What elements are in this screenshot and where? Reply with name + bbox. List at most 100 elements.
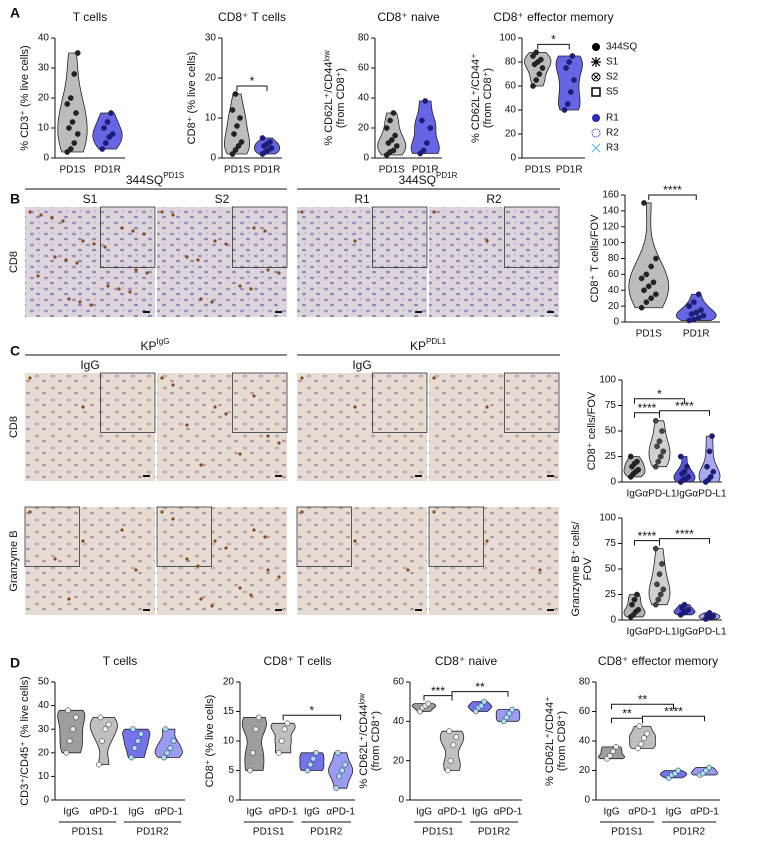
data-point <box>252 726 259 733</box>
y-axis-label: CD8⁺ T cells/FOV <box>589 214 601 303</box>
y-axis-label: (from CD8⁺) <box>482 68 494 128</box>
violin <box>410 100 440 154</box>
x-tick-label: IgG <box>676 489 692 500</box>
data-point <box>638 741 644 747</box>
data-point <box>660 586 667 593</box>
y-tick-label: 60 <box>393 677 405 688</box>
significance-label: * <box>250 74 255 88</box>
data-point <box>500 718 507 725</box>
data-point <box>643 271 650 278</box>
row-label: CD8 <box>8 416 20 438</box>
data-point <box>533 49 540 56</box>
y-tick-label: 75 <box>605 400 617 411</box>
header-superscript: PDL1 <box>426 337 447 346</box>
data-point <box>267 139 273 145</box>
y-tick-label: 40 <box>358 93 370 104</box>
stained-cell <box>432 210 436 214</box>
data-point <box>275 749 282 756</box>
y-tick-label: 100 <box>599 513 616 524</box>
scale-bar <box>547 311 554 313</box>
data-point <box>444 767 451 774</box>
data-point <box>691 299 697 306</box>
x-tick-label: αPD-L1 <box>642 489 677 500</box>
data-point <box>420 147 427 154</box>
stained-cell <box>171 517 175 521</box>
header-superscript: IgG <box>157 337 170 346</box>
stained-cell <box>171 213 175 217</box>
stained-cell <box>210 604 214 608</box>
data-point <box>64 101 71 107</box>
stained-cell <box>266 434 270 438</box>
scale-bar <box>415 311 422 313</box>
stained-cell <box>277 271 281 275</box>
significance-bracket <box>659 410 710 416</box>
legend-symbol <box>591 143 601 153</box>
data-point <box>104 119 111 125</box>
stained-cell <box>432 510 436 514</box>
y-tick-label: 40 <box>38 700 50 711</box>
violin <box>122 728 151 758</box>
y-tick-label: 0 <box>43 153 49 164</box>
legend-label: R1 <box>606 113 619 124</box>
data-point <box>506 710 513 717</box>
scale-bar <box>143 475 150 477</box>
x-tick-label: IgG <box>128 807 144 818</box>
y-tick-label: 0 <box>398 795 404 806</box>
x-tick-label: αPD-L1 <box>642 627 677 638</box>
y-tick-label: 10 <box>205 113 217 124</box>
stained-cell <box>199 463 203 467</box>
data-point <box>706 448 713 455</box>
x-tick-label: IgG <box>472 807 488 818</box>
stained-cell <box>160 210 164 214</box>
data-point <box>655 458 662 465</box>
y-tick-label: 20 <box>38 747 50 758</box>
significance-label: *** <box>431 684 445 698</box>
data-point <box>67 95 74 101</box>
significance-bracket <box>659 538 710 544</box>
data-point <box>69 119 76 125</box>
violin <box>154 728 183 758</box>
y-axis-label: Granzyme B⁺ cells/ <box>570 521 582 617</box>
chart-title: CD8⁺ naive <box>435 654 498 668</box>
y-tick-label: 0 <box>228 795 234 806</box>
y-tick-label: 0 <box>510 153 516 164</box>
x-tick-label: αPD-1 <box>494 807 523 818</box>
significance-label: **** <box>664 704 683 718</box>
stained-cell <box>28 510 32 514</box>
x-tick-label: αPD-1 <box>89 807 118 818</box>
y-tick-label: 0 <box>363 153 369 164</box>
data-point <box>654 581 660 588</box>
legend-label: S1 <box>606 57 619 68</box>
data-point <box>706 610 713 616</box>
violin <box>555 55 583 111</box>
data-point <box>659 561 665 567</box>
data-point <box>700 312 707 319</box>
chart-title: CD8⁺ effector memory <box>598 654 718 668</box>
x-tick-label: PD1S <box>525 165 551 176</box>
data-point <box>530 83 536 89</box>
y-tick-label: 60 <box>608 269 620 280</box>
data-point <box>652 545 659 552</box>
stained-cell <box>213 405 217 409</box>
data-point <box>710 468 717 475</box>
stained-cell <box>145 271 149 275</box>
legend-symbol <box>592 73 600 81</box>
data-point <box>238 139 245 145</box>
micrograph-inset <box>428 506 484 567</box>
y-tick-label: 30 <box>38 724 50 735</box>
data-point <box>73 714 79 721</box>
data-point <box>247 767 253 774</box>
data-point <box>677 453 684 460</box>
micrograph-inset <box>371 372 428 433</box>
group-label: PD1S1 <box>422 827 454 838</box>
x-tick-label: PD1S <box>636 329 662 340</box>
y-tick-label: 40 <box>393 716 405 727</box>
x-tick-label: IgG <box>63 807 79 818</box>
row-label: CD8 <box>8 251 20 273</box>
y-axis-label: % CD62L⁺/CD44⁺ <box>470 53 482 143</box>
data-point <box>641 735 647 741</box>
stained-cell <box>199 597 203 601</box>
data-point <box>66 125 72 131</box>
y-tick-label: 20 <box>205 73 217 84</box>
significance-bracket <box>634 398 685 404</box>
